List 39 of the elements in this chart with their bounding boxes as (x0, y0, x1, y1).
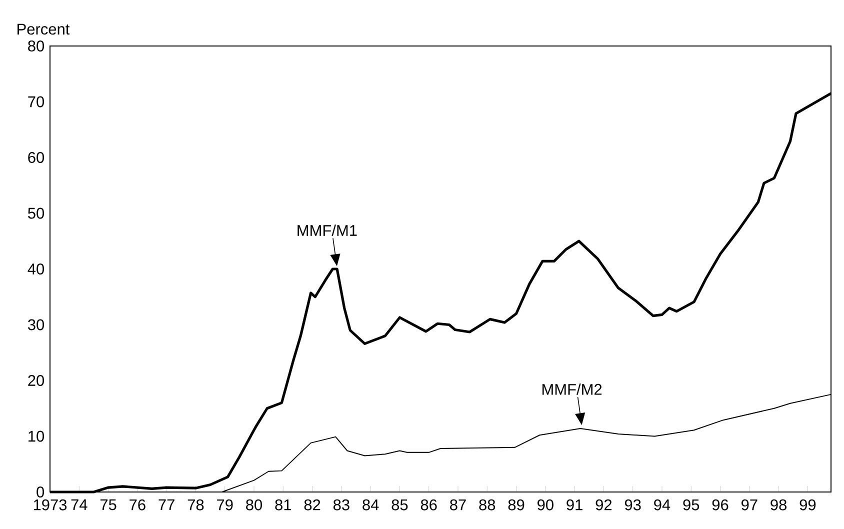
x-tick-label: 1973 (34, 499, 67, 510)
x-tick-label: 94 (654, 499, 670, 510)
x-tick-label: 84 (362, 499, 379, 510)
y-tick-label: 60 (28, 152, 44, 163)
x-tick-label: 91 (566, 499, 582, 510)
x-tick-label: 87 (450, 499, 466, 510)
y-tick-label: 10 (28, 430, 44, 442)
x-tick-label: 81 (275, 499, 291, 510)
x-tick-label: 88 (479, 499, 496, 510)
y-tick-label: 50 (28, 208, 44, 219)
x-tick-label: 85 (392, 499, 408, 510)
x-tick-label: 98 (770, 499, 787, 510)
x-tick-label: 99 (800, 499, 816, 510)
y-tick-label: 80 (28, 40, 44, 52)
x-tick-label: 86 (420, 499, 437, 510)
x-tick-label: 74 (71, 499, 88, 510)
x-tick-label: 78 (188, 499, 204, 510)
y-axis-title: Percent (18, 24, 70, 35)
x-tick-label: 76 (130, 499, 146, 510)
y-tick-label: 40 (28, 264, 44, 274)
x-tick-label: 89 (508, 499, 524, 510)
x-tick-label: 96 (712, 499, 728, 510)
x-tick-label: 80 (246, 499, 262, 510)
x-tick-label: 97 (742, 499, 758, 510)
y-tick-label: 30 (28, 319, 44, 330)
y-tick-label: 20 (28, 375, 44, 386)
x-tick-label: 79 (217, 499, 233, 510)
x-tick-label: 83 (333, 499, 350, 510)
x-tick-label: 77 (158, 499, 174, 510)
text: MMF/M2 (542, 384, 602, 395)
y-tick-label: 0 (36, 486, 44, 498)
x-tick-label: 93 (624, 499, 641, 510)
y-tick-label: 70 (28, 96, 44, 108)
x-tick-label: 75 (100, 499, 116, 510)
x-tick-label: 95 (683, 499, 700, 510)
x-tick-label: 90 (538, 499, 554, 510)
x-tick-label: 82 (304, 499, 320, 510)
text: MMF/M1 (298, 224, 357, 236)
x-tick-label: 92 (596, 499, 612, 510)
